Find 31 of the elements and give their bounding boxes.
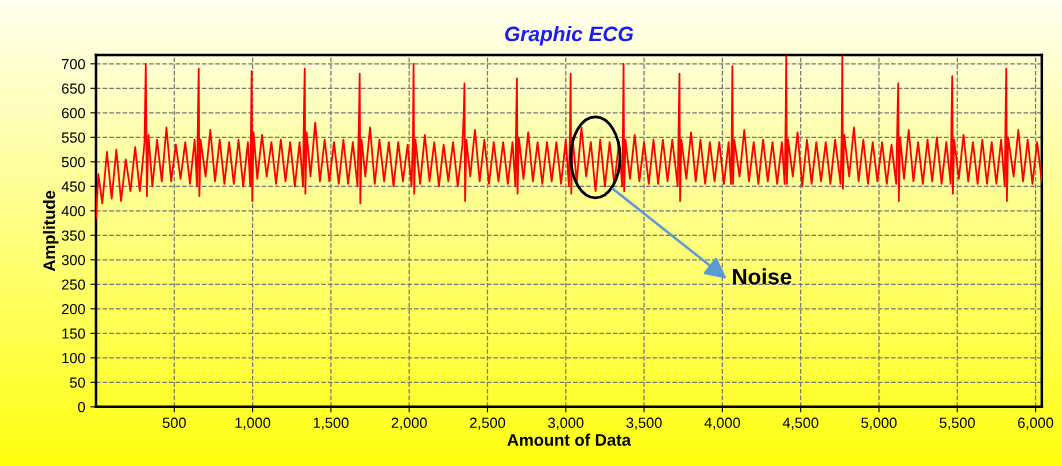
x-tick-label: 3,500	[626, 417, 662, 430]
x-tick-label: 1,500	[313, 417, 349, 430]
y-tick-label: 450	[61, 181, 86, 192]
x-tick-label: 4,000	[704, 417, 741, 430]
y-tick-label: 400	[61, 205, 86, 217]
y-tick-label: 600	[62, 107, 86, 119]
annotation: Noise	[733, 268, 792, 285]
y-tick-label: 50	[69, 377, 86, 388]
y-tick-label: 550	[61, 132, 86, 143]
x-tick-label: 5,000	[861, 417, 897, 430]
y-tick-label: 650	[62, 83, 86, 94]
y-tick-label: 500	[61, 156, 86, 168]
y-tick-label: 250	[61, 279, 86, 290]
y-axis-title: Amplitude	[42, 190, 59, 272]
y-tick-label: 200	[61, 303, 86, 315]
chart-title: Graphic ECG	[505, 26, 634, 46]
y-tick-label: 350	[61, 230, 86, 241]
x-tick-label: 4,500	[782, 417, 819, 430]
x-tick-label: 6,000	[1018, 417, 1054, 430]
x-tick-label: 1,000	[235, 417, 271, 430]
x-tick-label: 5,500	[939, 417, 975, 430]
x-axis-title: Amount of Data	[507, 433, 632, 446]
y-tick-label: 300	[61, 254, 86, 266]
y-tick-label: 150	[62, 328, 86, 339]
x-tick-label: 2,500	[469, 417, 506, 430]
x-tick-label: 2,000	[391, 417, 427, 430]
y-tick-label: 100	[62, 352, 86, 364]
y-tick-label: 700	[62, 58, 86, 70]
x-tick-label: 3,000	[548, 417, 584, 430]
y-tick-label: 0	[78, 401, 86, 413]
x-tick-label: 500	[162, 417, 186, 428]
